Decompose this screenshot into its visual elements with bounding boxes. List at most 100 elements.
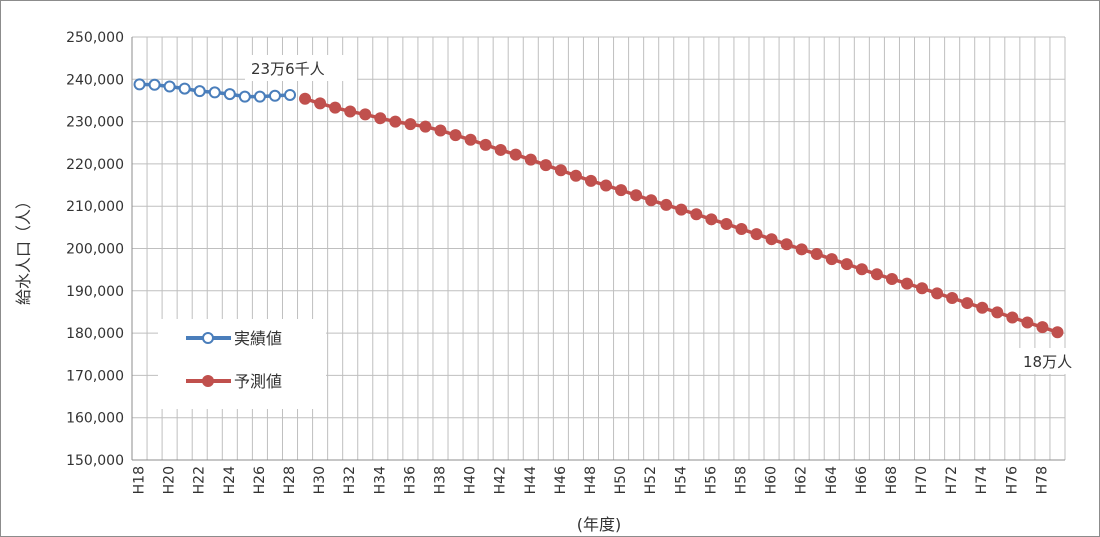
y-tick-label: 200,000: [66, 242, 124, 258]
data-point-forecast: [600, 179, 613, 192]
data-point-forecast: [1021, 316, 1034, 329]
x-tick-label: H28: [282, 466, 298, 494]
data-point-forecast: [314, 97, 327, 110]
data-point-forecast: [810, 247, 823, 260]
data-point-forecast: [750, 228, 763, 241]
x-tick-label: H30: [312, 466, 328, 494]
y-tick-label: 230,000: [66, 115, 124, 131]
legend: 実績値 予測値: [158, 319, 326, 409]
x-tick-label: H42: [493, 466, 509, 494]
x-tick-label: H68: [884, 466, 900, 494]
data-point-forecast: [690, 208, 703, 221]
data-point-forecast: [404, 118, 417, 131]
x-tick-label: H18: [132, 466, 148, 494]
x-tick-label: H38: [432, 466, 448, 494]
data-point-forecast: [885, 272, 898, 285]
data-point-forecast: [434, 124, 447, 137]
data-point-forecast: [449, 129, 462, 142]
legend-marker-actual: [202, 332, 214, 344]
x-tick-label: H34: [372, 466, 388, 494]
y-tick-label: 250,000: [66, 30, 124, 46]
data-point-forecast: [630, 189, 643, 202]
annotation-box: [1019, 348, 1095, 374]
data-point-forecast: [1036, 321, 1049, 334]
data-point-forecast: [389, 115, 402, 128]
data-point-actual: [148, 78, 161, 91]
data-point-forecast: [509, 148, 522, 161]
data-point-actual: [268, 89, 281, 102]
data-point-forecast: [825, 253, 838, 266]
data-point-forecast: [840, 258, 853, 271]
data-point-forecast: [900, 277, 913, 290]
y-tick-label: 170,000: [66, 368, 124, 384]
y-tick-label: 160,000: [66, 411, 124, 427]
y-axis-title: 給水人口（人）: [14, 193, 33, 305]
y-tick-label: 180,000: [66, 326, 124, 342]
data-point-forecast: [705, 213, 718, 226]
data-point-forecast: [1051, 326, 1064, 339]
data-point-forecast: [329, 101, 342, 114]
data-point-forecast: [539, 159, 552, 172]
data-point-forecast: [1006, 311, 1019, 324]
data-point-forecast: [344, 105, 357, 118]
x-tick-label: H52: [643, 466, 659, 494]
x-tick-label: H32: [342, 466, 358, 494]
x-tick-label: H46: [553, 466, 569, 494]
data-point-forecast: [991, 306, 1004, 319]
x-tick-label: H56: [703, 466, 719, 494]
data-point-actual: [223, 88, 236, 101]
x-axis: H18 H20 H22 H24 H26 H28 H30 H32 H34 H36 H38 H40 H42 H…: [132, 466, 1051, 494]
x-tick-label: H66: [854, 466, 870, 494]
data-point-forecast: [299, 92, 312, 105]
legend-label-forecast: 予測値: [234, 372, 282, 391]
annotations: 23万6千人 18万人: [245, 55, 1095, 374]
x-tick-label: H40: [463, 466, 479, 494]
y-tick-label: 150,000: [66, 453, 124, 469]
data-point-forecast: [780, 238, 793, 251]
x-tick-label: H50: [613, 466, 629, 494]
data-point-forecast: [675, 203, 688, 216]
x-tick-label: H58: [733, 466, 749, 494]
data-point-actual: [208, 86, 221, 99]
data-point-forecast: [660, 198, 673, 211]
data-point-forecast: [645, 194, 658, 207]
x-tick-label: H72: [944, 466, 960, 494]
y-axis: 150,000 160,000 170,000 180,000 190,000 200,0…: [66, 30, 124, 469]
series-layer: [133, 78, 1064, 339]
data-point-actual: [284, 88, 297, 101]
data-point-actual: [178, 82, 191, 95]
y-tick-label: 240,000: [66, 72, 124, 88]
x-tick-label: H22: [192, 466, 208, 494]
x-axis-title: (年度): [577, 515, 622, 534]
data-point-forecast: [931, 287, 944, 300]
data-point-forecast: [720, 217, 733, 230]
x-tick-label: H44: [523, 466, 539, 494]
x-tick-label: H54: [673, 466, 689, 494]
y-tick-label: 210,000: [66, 199, 124, 215]
x-tick-label: H60: [764, 466, 780, 494]
data-point-forecast: [464, 133, 477, 146]
data-point-forecast: [569, 169, 582, 182]
data-point-actual: [193, 85, 206, 98]
x-tick-label: H62: [794, 466, 810, 494]
legend-box: [158, 319, 326, 409]
data-point-forecast: [374, 112, 387, 125]
legend-marker-forecast: [202, 375, 214, 387]
data-point-forecast: [795, 243, 808, 256]
data-point-forecast: [554, 164, 567, 177]
legend-label-actual: 実績値: [234, 329, 282, 348]
data-point-forecast: [615, 184, 628, 197]
y-tick-label: 190,000: [66, 284, 124, 300]
data-point-forecast: [524, 153, 537, 166]
x-tick-label: H20: [162, 466, 178, 494]
annotation-label: 18万人: [1023, 353, 1072, 371]
data-point-actual: [253, 90, 266, 103]
data-point-forecast: [359, 108, 372, 121]
x-tick-label: H36: [402, 466, 418, 494]
data-point-forecast: [870, 268, 883, 281]
x-tick-label: H48: [583, 466, 599, 494]
x-tick-label: H76: [1004, 466, 1020, 494]
x-tick-label: H26: [252, 466, 268, 494]
